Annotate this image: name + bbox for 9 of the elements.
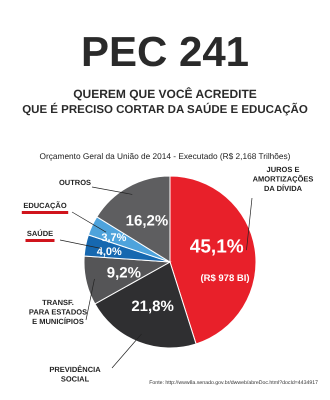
text: Orçamento Geral da União de 2014 - Executado (R$ 2,168 Trilhões) — [40, 151, 291, 161]
data-label: 21,8% — [131, 298, 174, 315]
text: (R$ 978 BI) — [200, 273, 250, 284]
chart-title: PEC 241 — [80, 28, 250, 75]
chart-subtitle: QUEREM QUE VOCÊ ACREDITE QUE É PRECISO CORTAR DA SAÚDE E EDUCAÇÃO — [22, 87, 308, 116]
data-label: 45,1% — [190, 236, 244, 258]
data-label: 4,0% — [96, 246, 122, 258]
data-label: 16,2% — [126, 212, 168, 230]
data-label: 9,2% — [106, 264, 141, 282]
